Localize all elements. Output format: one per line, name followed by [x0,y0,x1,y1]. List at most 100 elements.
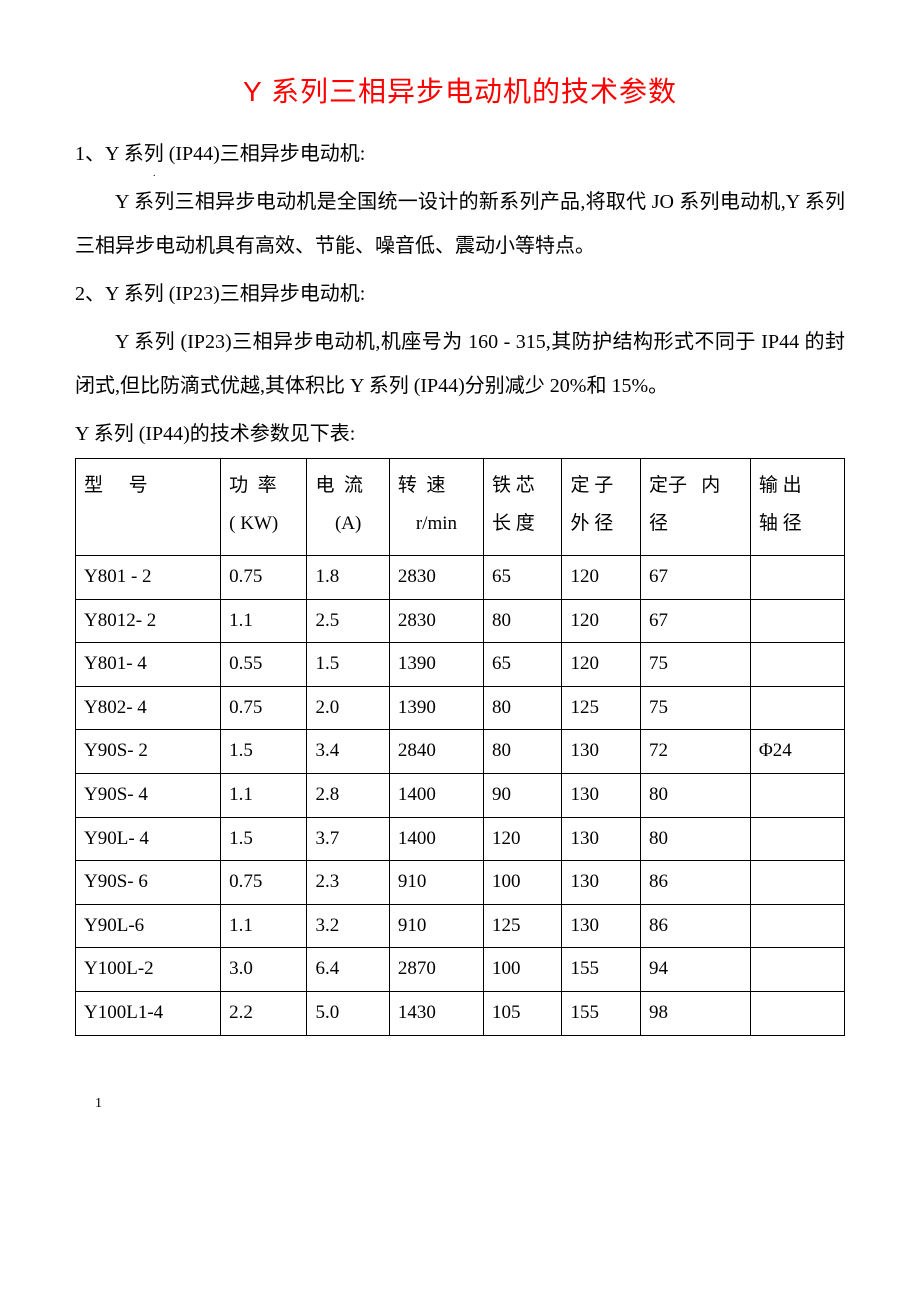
th-speed-l1a: 转 [398,475,417,496]
table-row: Y801- 40.551.513906512075 [76,643,845,687]
table-caption: Y 系列 (IP44)的技术参数见下表: [75,412,845,456]
cell: 3.2 [307,904,389,948]
th-iron-l1b: 芯 [516,475,535,496]
th-current-l1a: 电 [315,475,334,496]
cell: 2.0 [307,686,389,730]
cell: 1.1 [221,599,307,643]
cell: Y8012- 2 [76,599,221,643]
th-shaft-unit: 轴 径 [759,513,802,534]
cell: 80 [484,730,562,774]
table-header-row: 型 号 功 率 ( KW) 电 流 (A) 转 速 r/min 铁 芯 长 度 … [76,459,845,556]
cell: Y801 - 2 [76,556,221,600]
cell: 2840 [389,730,483,774]
cell: 1.5 [307,643,389,687]
table-row: Y90S- 41.12.814009013080 [76,773,845,817]
cell: Y100L1-4 [76,991,221,1035]
cell: 130 [562,817,640,861]
cell: 120 [562,643,640,687]
cell: 2.8 [307,773,389,817]
table-row: Y802- 40.752.013908012575 [76,686,845,730]
cell: 130 [562,730,640,774]
cell: 0.55 [221,643,307,687]
cell [750,773,844,817]
th-model: 型 号 [76,459,221,556]
cell [750,991,844,1035]
cell: 1390 [389,643,483,687]
cell: 1400 [389,773,483,817]
cell: 2.2 [221,991,307,1035]
th-statorout-l1a: 定 [570,475,589,496]
cell: 100 [484,948,562,992]
cell: 2870 [389,948,483,992]
th-shaft: 输 出 轴 径 [750,459,844,556]
cell: Y90S- 6 [76,861,221,905]
cell: 2830 [389,556,483,600]
th-statorin-l1b: 内 [701,475,720,496]
cell: 86 [640,861,750,905]
th-speed: 转 速 r/min [389,459,483,556]
th-speed-unit: r/min [398,505,475,543]
th-current: 电 流 (A) [307,459,389,556]
cell: 72 [640,730,750,774]
cell: 1.1 [221,904,307,948]
cell: 1.5 [221,817,307,861]
cell: 120 [562,599,640,643]
cell: 3.0 [221,948,307,992]
cell: 105 [484,991,562,1035]
cell: 2.3 [307,861,389,905]
th-power: 功 率 ( KW) [221,459,307,556]
th-power-l1b: 率 [258,475,277,496]
cell: 80 [484,599,562,643]
th-statorout-unit: 外 径 [570,513,613,534]
cell: 1.5 [221,730,307,774]
table-row: Y90S- 21.53.428408013072Φ24 [76,730,845,774]
cell: 67 [640,556,750,600]
cell: Φ24 [750,730,844,774]
table-row: Y90L-61.13.291012513086 [76,904,845,948]
section1-heading: 1、Y 系列 (IP44)三相异步电动机: [75,132,845,176]
cell: 75 [640,643,750,687]
cell: 3.7 [307,817,389,861]
cell: 65 [484,643,562,687]
cell: 120 [562,556,640,600]
cell: 910 [389,904,483,948]
th-speed-l1b: 速 [426,475,445,496]
cell [750,556,844,600]
table-row: Y100L-23.06.4287010015594 [76,948,845,992]
cell [750,817,844,861]
th-iron-unit: 长 度 [492,513,535,534]
table-row: Y8012- 21.12.528308012067 [76,599,845,643]
cell: 2.5 [307,599,389,643]
cell: 98 [640,991,750,1035]
cell: 0.75 [221,686,307,730]
section2-body: Y 系列 (IP23)三相异步电动机,机座号为 160 - 315,其防护结构形… [75,320,845,408]
th-shaft-l1a: 输 [759,475,778,496]
th-iron-l1a: 铁 [492,475,511,496]
table-row: Y90S- 60.752.391010013086 [76,861,845,905]
cell: Y90L-6 [76,904,221,948]
cell: Y90S- 4 [76,773,221,817]
cell: 125 [484,904,562,948]
cell: Y90S- 2 [76,730,221,774]
cell [750,904,844,948]
th-power-l1a: 功 [229,475,248,496]
cell: 1400 [389,817,483,861]
page-number: 1 [75,1096,845,1112]
cell: 910 [389,861,483,905]
cell: 1.8 [307,556,389,600]
table-row: Y801 - 20.751.828306512067 [76,556,845,600]
cell: 6.4 [307,948,389,992]
table-row: Y90L- 41.53.7140012013080 [76,817,845,861]
cell [750,686,844,730]
cell: 155 [562,991,640,1035]
cell: Y90L- 4 [76,817,221,861]
th-model-l1b: 号 [129,475,148,496]
cell: 80 [640,817,750,861]
cell: 65 [484,556,562,600]
th-statorin-unit: 径 [649,513,668,534]
cell: Y801- 4 [76,643,221,687]
cell [750,599,844,643]
cell: 90 [484,773,562,817]
cell: 100 [484,861,562,905]
cell: 80 [484,686,562,730]
